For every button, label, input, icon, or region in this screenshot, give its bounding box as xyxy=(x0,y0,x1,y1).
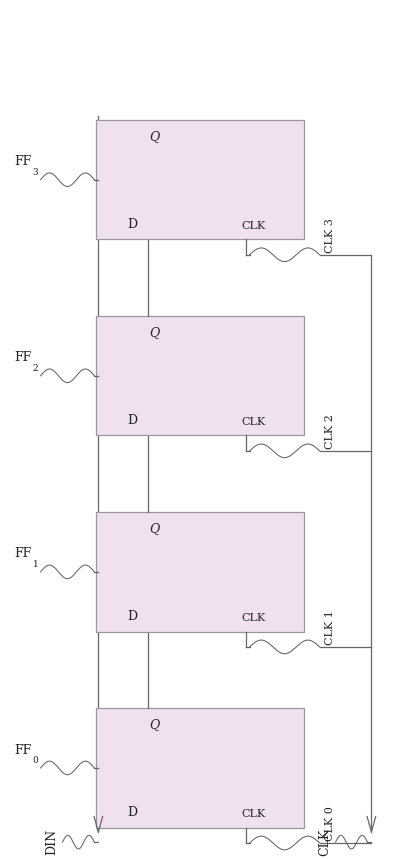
Text: FF: FF xyxy=(14,744,31,757)
FancyBboxPatch shape xyxy=(96,512,304,631)
Text: 0: 0 xyxy=(32,756,38,765)
Text: D: D xyxy=(128,806,138,819)
Text: CLK: CLK xyxy=(242,221,266,231)
Text: D: D xyxy=(128,414,138,427)
Text: 3: 3 xyxy=(32,168,38,177)
Text: FF: FF xyxy=(14,547,31,560)
Text: CLK: CLK xyxy=(242,613,266,623)
FancyBboxPatch shape xyxy=(96,709,304,827)
Text: Q: Q xyxy=(149,131,160,143)
Text: FF: FF xyxy=(14,155,31,168)
Text: DIN: DIN xyxy=(46,829,58,856)
Text: CLK 0: CLK 0 xyxy=(324,807,334,841)
Text: CLK: CLK xyxy=(242,417,266,427)
Text: 1: 1 xyxy=(32,560,38,569)
Text: Q: Q xyxy=(149,326,160,339)
Text: CLK 1: CLK 1 xyxy=(324,611,334,645)
Text: CLK: CLK xyxy=(242,809,266,819)
Text: CLK 3: CLK 3 xyxy=(324,218,334,253)
Text: D: D xyxy=(128,218,138,231)
Text: CLK: CLK xyxy=(318,828,332,856)
Text: FF: FF xyxy=(14,351,31,364)
Text: D: D xyxy=(128,610,138,623)
FancyBboxPatch shape xyxy=(96,120,304,240)
Text: Q: Q xyxy=(149,718,160,732)
FancyBboxPatch shape xyxy=(96,316,304,436)
Text: 2: 2 xyxy=(32,364,38,373)
Text: Q: Q xyxy=(149,522,160,535)
Text: CLK 2: CLK 2 xyxy=(324,414,334,449)
